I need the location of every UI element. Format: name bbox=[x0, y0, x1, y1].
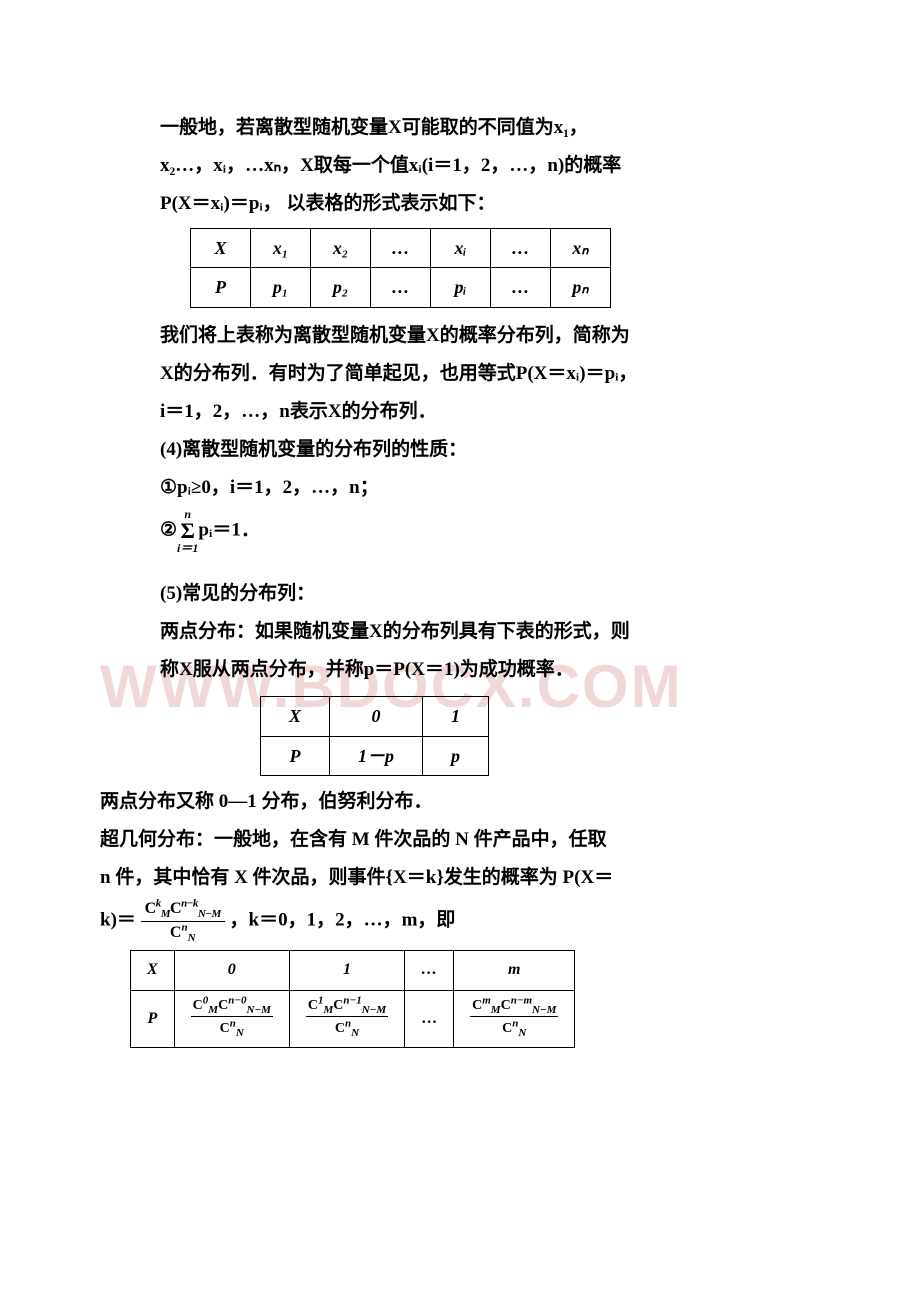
paragraph-3: P(X＝xᵢ)＝pᵢ， 以表格的形式表示如下： bbox=[160, 186, 760, 222]
t3-cell-0: C0MCn−0N−M CnN bbox=[174, 990, 289, 1048]
paragraph-5: X的分布列．有时为了简单起见，也用等式P(X＝xᵢ)＝pᵢ， bbox=[160, 356, 760, 392]
p15b-prefix: k)＝ bbox=[100, 910, 136, 931]
paragraph-13: 两点分布又称 0—1 分布，伯努利分布． bbox=[100, 784, 760, 820]
t1-r2c2: p₁ bbox=[251, 268, 311, 307]
t3-cell-2: … bbox=[405, 990, 454, 1048]
t1-r1c1: X bbox=[191, 229, 251, 268]
two-point-distribution-table: X 0 1 P 1－p p bbox=[260, 696, 489, 775]
paragraph-15a: n 件，其中恰有 X 件次品，则事件{X＝k}发生的概率为 P(X＝ bbox=[100, 860, 760, 896]
hfrac-den: CnN bbox=[141, 922, 225, 945]
paragraph-12: 称X服从两点分布，并称p＝P(X＝1)为成功概率． bbox=[160, 652, 760, 688]
t1-r2c4: … bbox=[371, 268, 431, 307]
paragraph-1: 一般地，若离散型随机变量X可能取的不同值为x₁， bbox=[160, 110, 760, 146]
t1-r2c3: p₂ bbox=[311, 268, 371, 307]
hypergeometric-distribution-table: X 0 1 … m P C0MCn−0N−M CnN C1MCn−1N−M Cn… bbox=[130, 950, 575, 1048]
paragraph-9: ② n Σ i＝1 pᵢ＝1． bbox=[160, 508, 760, 554]
t3-h3: 1 bbox=[289, 951, 404, 990]
paragraph-15b-formula: k)＝ CkMCn−kN−M CnN ，k＝0，1，2，…，m，即 bbox=[100, 898, 760, 944]
distribution-table-general: X x₁ x₂ … xᵢ … xₙ P p₁ p₂ … pᵢ … pₙ bbox=[190, 228, 611, 307]
paragraph-10: (5)常见的分布列： bbox=[160, 576, 760, 612]
paragraph-2: x₂…，xᵢ，…xₙ，X取每一个值xᵢ(i＝1，2，…，n)的概率 bbox=[160, 148, 760, 184]
paragraph-14: 超几何分布：一般地，在含有 M 件次品的 N 件产品中，任取 bbox=[100, 822, 760, 858]
paragraph-4: 我们将上表称为离散型随机变量X的概率分布列，简称为 bbox=[160, 318, 760, 354]
t3-h1: X bbox=[131, 951, 175, 990]
p9-prefix: ② bbox=[160, 519, 177, 540]
paragraph-11: 两点分布：如果随机变量X的分布列具有下表的形式，则 bbox=[160, 614, 760, 650]
t1-r2c1: P bbox=[191, 268, 251, 307]
t3-h5: m bbox=[454, 951, 575, 990]
t1-r1c3: x₂ bbox=[311, 229, 371, 268]
t3-cell-1: C1MCn−1N−M CnN bbox=[289, 990, 404, 1048]
paragraph-7: (4)离散型随机变量的分布列的性质： bbox=[160, 432, 760, 468]
t1-r1c2: x₁ bbox=[251, 229, 311, 268]
t2-r2c2: 1－p bbox=[330, 736, 423, 775]
spacer bbox=[160, 556, 760, 576]
summation-symbol: n Σ i＝1 bbox=[177, 508, 198, 554]
t1-r1c6: … bbox=[491, 229, 551, 268]
t2-r2c3: p bbox=[423, 736, 489, 775]
t1-r1c4: … bbox=[371, 229, 431, 268]
document-body: 一般地，若离散型随机变量X可能取的不同值为x₁， x₂…，xᵢ，…xₙ，X取每一… bbox=[160, 110, 760, 1048]
hypergeometric-fraction: CkMCn−kN−M CnN bbox=[141, 898, 225, 944]
sigma-icon: Σ bbox=[177, 520, 198, 542]
p9-suffix: pᵢ＝1． bbox=[198, 519, 259, 540]
t1-r2c6: … bbox=[491, 268, 551, 307]
paragraph-6: i＝1，2，…，n表示X的分布列． bbox=[160, 394, 760, 430]
t1-r1c7: xₙ bbox=[551, 229, 611, 268]
t1-r2c5: pᵢ bbox=[431, 268, 491, 307]
t1-r2c7: pₙ bbox=[551, 268, 611, 307]
sum-bottom: i＝1 bbox=[177, 542, 198, 554]
t2-r1c3: 1 bbox=[423, 697, 489, 736]
t3-cell-3: CmMCn−mN−M CnN bbox=[454, 990, 575, 1048]
t2-r1c2: 0 bbox=[330, 697, 423, 736]
paragraph-8: ①pᵢ≥0，i＝1，2，…，n； bbox=[160, 470, 760, 506]
t3-h2: 0 bbox=[174, 951, 289, 990]
t3-h4: … bbox=[405, 951, 454, 990]
t3-p-label: P bbox=[131, 990, 175, 1048]
p15c-suffix: ，k＝0，1，2，…，m，即 bbox=[230, 910, 456, 931]
t2-r1c1: X bbox=[261, 697, 330, 736]
t1-r1c5: xᵢ bbox=[431, 229, 491, 268]
hfrac-num: CkMCn−kN−M bbox=[141, 898, 225, 922]
t2-r2c1: P bbox=[261, 736, 330, 775]
